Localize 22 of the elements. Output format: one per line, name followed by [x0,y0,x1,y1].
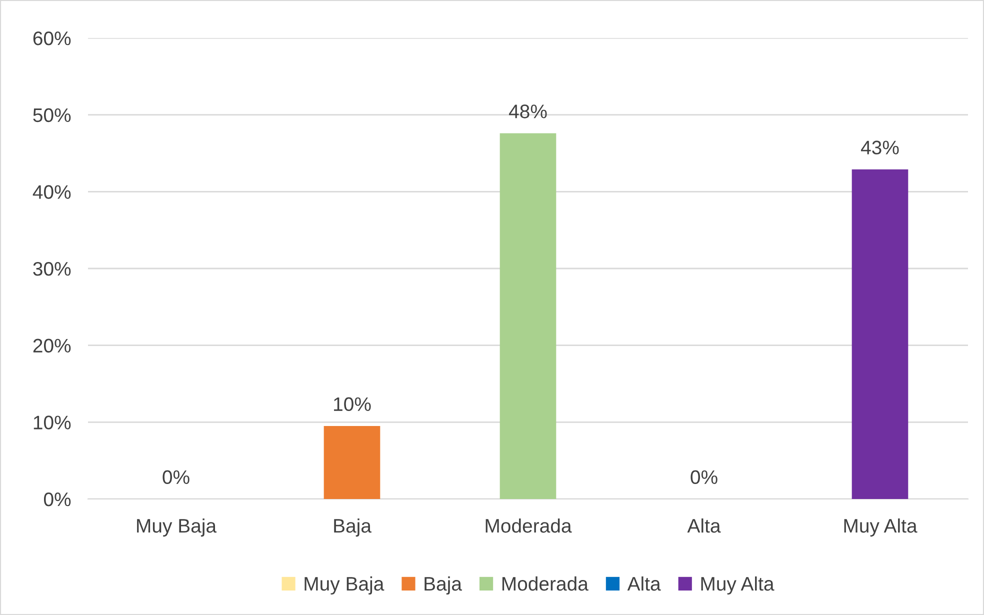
legend-label: Baja [424,576,462,595]
y-tick-label: 30% [33,262,71,276]
x-tick-label: Alta [687,518,721,533]
x-tick-label: Moderada [486,518,572,533]
legend-label: Alta [627,576,661,591]
data-label: 48% [508,104,547,118]
x-tick-label: Baja [334,518,372,537]
legend-label: Muy Baja [304,576,384,595]
x-tick-label: Muy Baja [137,518,217,537]
data-label: 43% [860,140,899,154]
legend-label: Muy Alta [701,576,774,595]
y-tick-label: 0% [44,492,71,506]
x-tick-label: Muy Alta [844,518,918,537]
data-label: 0% [162,470,190,484]
data-label: 10% [334,397,371,412]
y-tick-label: 40% [32,185,71,199]
y-tick-label: 60% [33,31,71,46]
y-tick-label: 50% [33,108,71,122]
data-label: 0% [690,470,718,484]
y-tick-label: 20% [33,338,71,353]
y-tick-label: 10% [34,416,71,430]
legend-label: Moderada [502,576,588,591]
